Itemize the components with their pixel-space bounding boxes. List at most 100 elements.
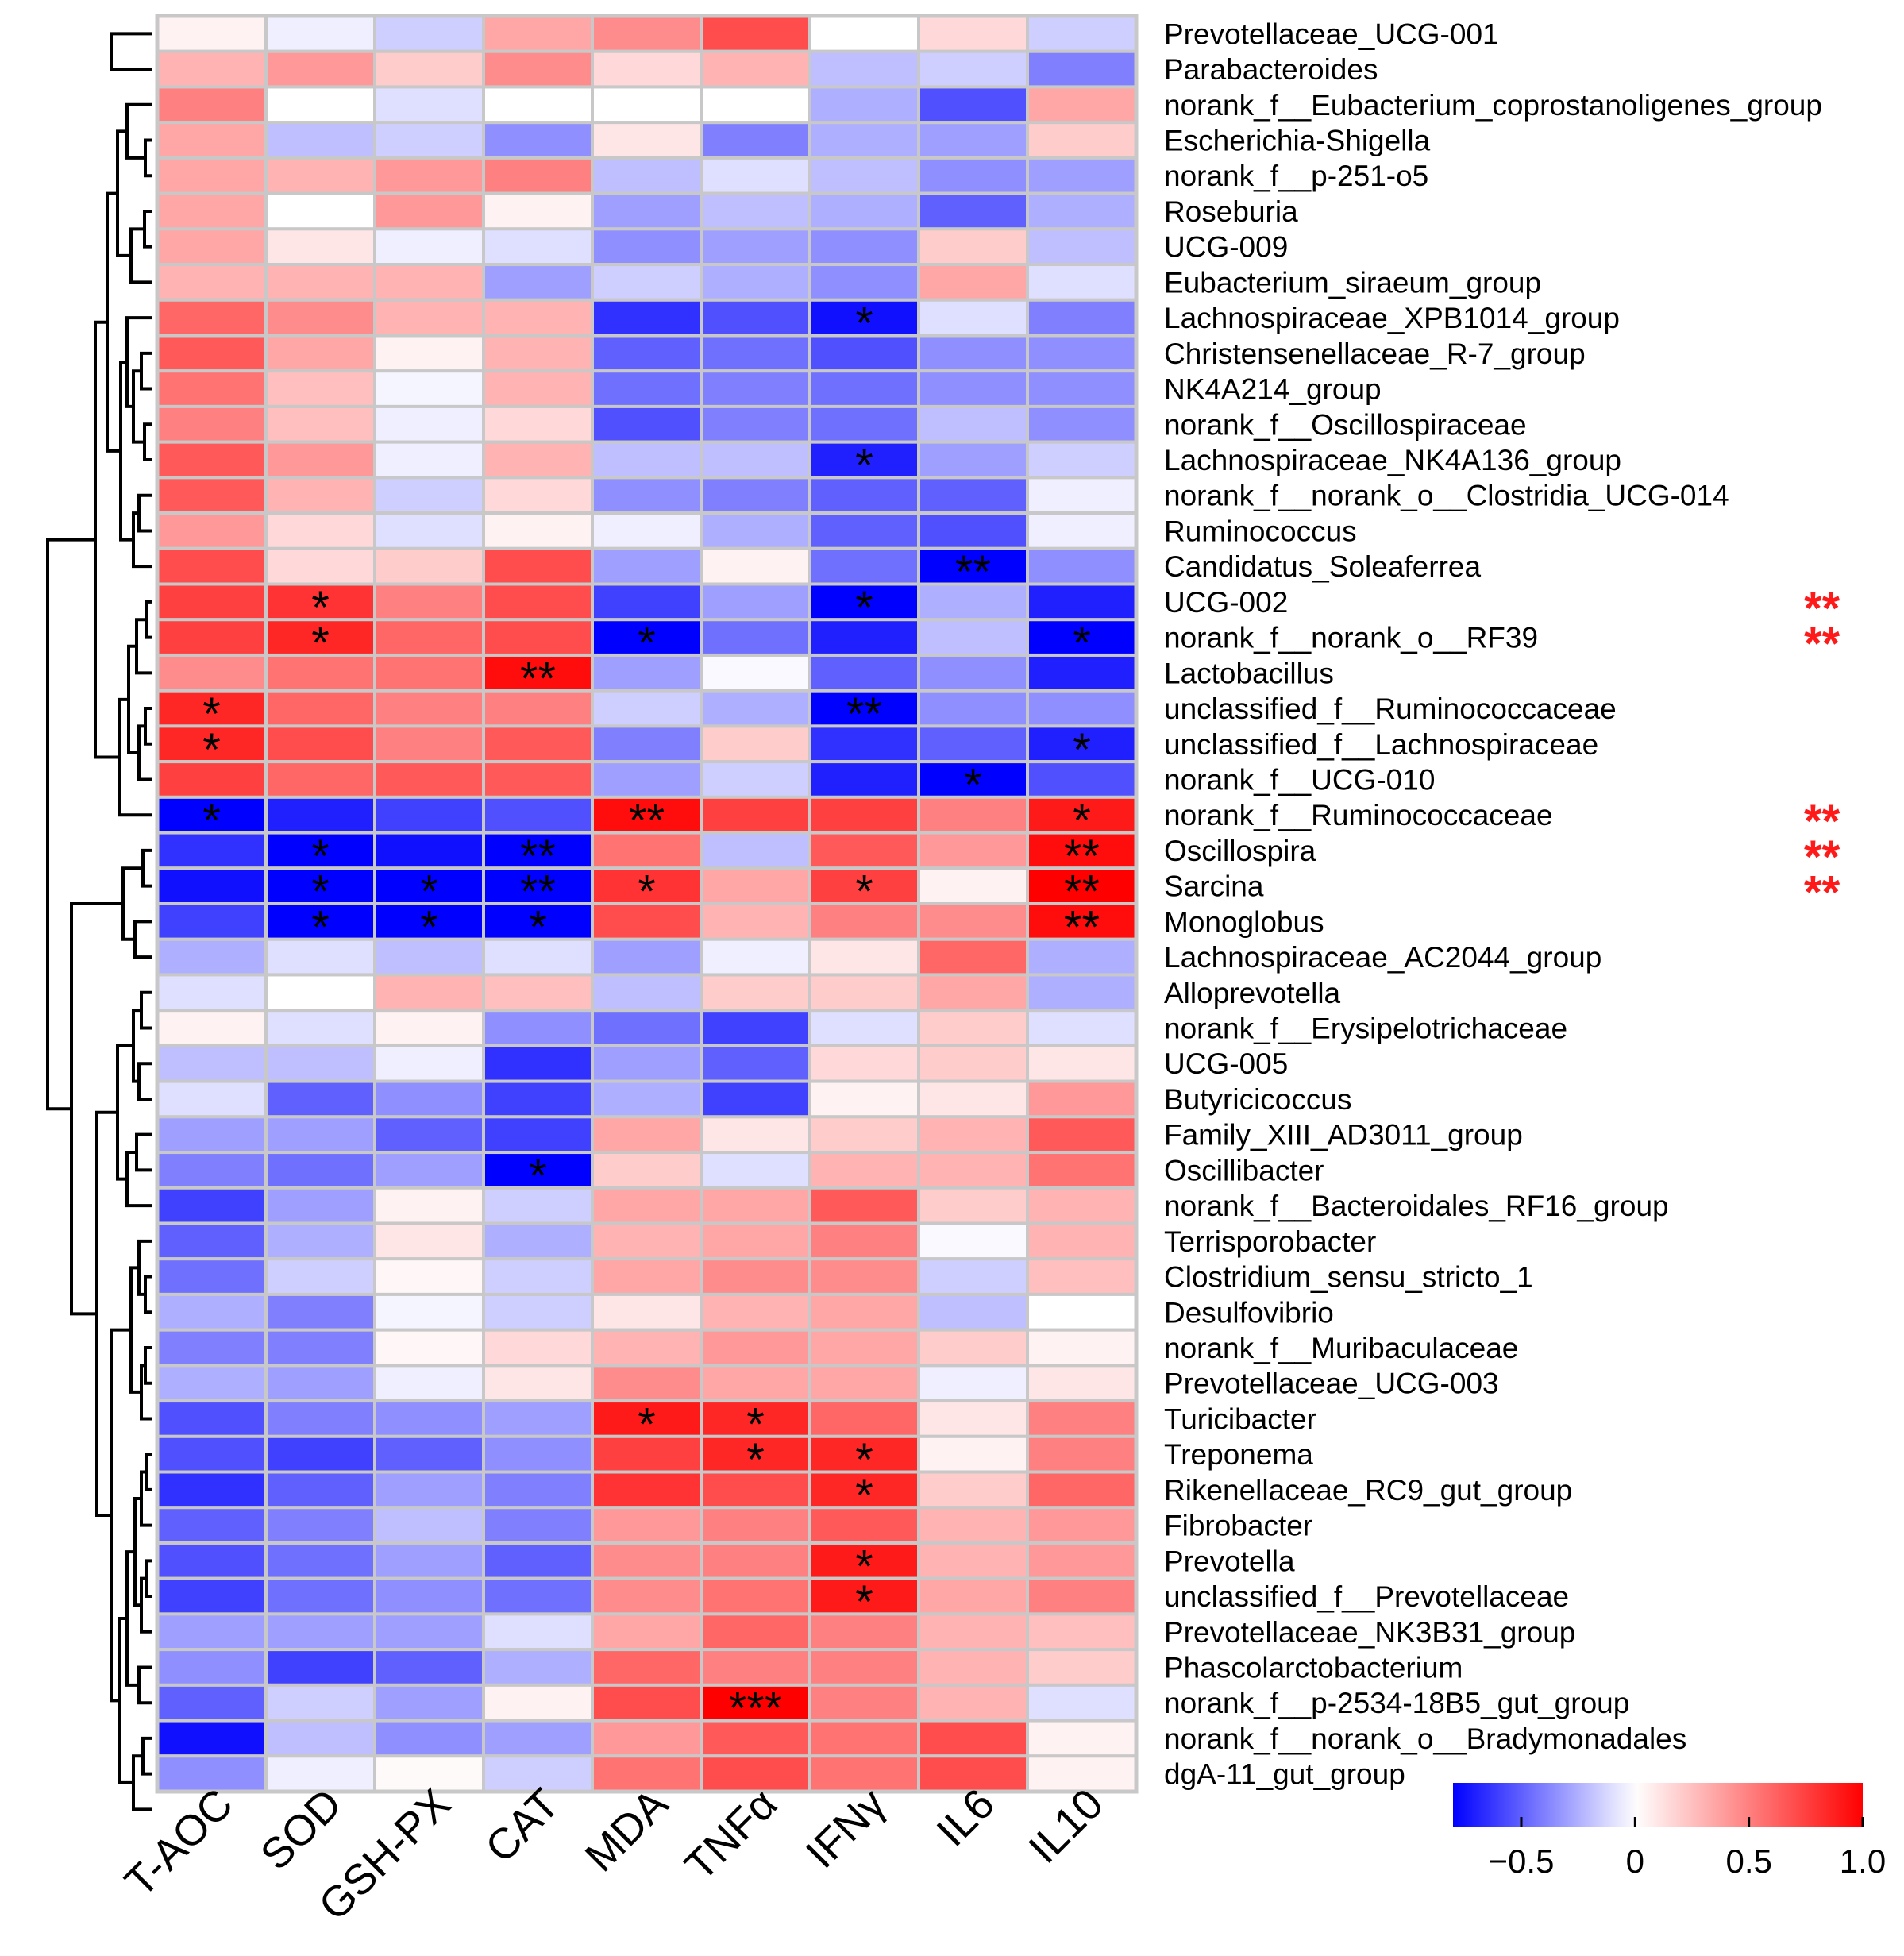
heatmap-cell	[373, 404, 485, 444]
heatmap-cell	[1026, 582, 1138, 622]
heatmap-cell	[482, 866, 594, 906]
heatmap-cell	[1026, 1079, 1138, 1119]
heatmap-cell	[373, 1079, 485, 1119]
heatmap-cell	[808, 1079, 920, 1119]
heatmap-cell	[591, 1328, 703, 1368]
heatmap-cell	[700, 1541, 811, 1580]
heatmap-cell	[482, 1648, 594, 1687]
heatmap-cell	[264, 1364, 376, 1403]
heatmap-cell	[700, 440, 811, 480]
row-label: unclassified_f__Prevotellaceae	[1164, 1580, 1569, 1613]
heatmap-cell	[591, 902, 703, 941]
row-label: dgA-11_gut_group	[1164, 1758, 1405, 1791]
heatmap-cell	[482, 298, 594, 338]
row-annotation-mark: **	[1804, 867, 1840, 919]
heatmap-cell	[264, 937, 376, 977]
heatmap-cell	[482, 760, 594, 799]
heatmap-cell	[700, 227, 811, 267]
heatmap-cell	[264, 724, 376, 764]
row-label: Roseburia	[1164, 195, 1298, 228]
heatmap-cell	[700, 1364, 811, 1403]
column-label: IFNγ	[797, 1780, 895, 1877]
heatmap-cell	[156, 618, 268, 657]
heatmap-cell	[1026, 1506, 1138, 1545]
dendrogram-branch	[129, 227, 152, 284]
heatmap-cell	[156, 1506, 268, 1545]
row-label: Desulfovibrio	[1164, 1296, 1334, 1329]
heatmap-cell	[808, 1186, 920, 1225]
heatmap-cell	[373, 1470, 485, 1510]
heatmap-cell	[1026, 1151, 1138, 1190]
heatmap-cell	[156, 973, 268, 1013]
row-label: Treponema	[1164, 1438, 1313, 1471]
heatmap-cell	[591, 14, 703, 53]
heatmap-cell	[1026, 1683, 1138, 1723]
heatmap-cell	[264, 1648, 376, 1687]
heatmap-cell	[156, 14, 268, 53]
heatmap-cell	[264, 404, 376, 444]
dendrogram-branch	[140, 990, 152, 1030]
heatmap-cell	[1026, 1364, 1138, 1403]
heatmap-cell	[1026, 1044, 1138, 1083]
heatmap-cell	[591, 1683, 703, 1723]
heatmap-cell	[373, 298, 485, 338]
dendrogram-branch	[118, 697, 152, 817]
heatmap-cell	[373, 227, 485, 267]
heatmap-cell	[156, 1612, 268, 1652]
heatmap-cell	[591, 973, 703, 1013]
dendrogram-branch	[141, 848, 152, 888]
heatmap-cell	[591, 49, 703, 89]
heatmap-cell	[1026, 1257, 1138, 1296]
row-label: norank_f__norank_o__Bradymonadales	[1164, 1723, 1686, 1755]
heatmap-cell	[591, 582, 703, 622]
heatmap-cell	[156, 1719, 268, 1758]
heatmap-cell	[1026, 1541, 1138, 1580]
heatmap-cell	[591, 298, 703, 338]
heatmap-cell	[156, 1151, 268, 1190]
heatmap-cell	[808, 1434, 920, 1474]
heatmap-cell	[700, 1009, 811, 1047]
heatmap-cell	[917, 440, 1029, 480]
heatmap-cell	[700, 511, 811, 550]
heatmap-cell	[1026, 121, 1138, 160]
dendrogram-branch	[144, 1275, 152, 1314]
heatmap-cell	[482, 1079, 594, 1119]
heatmap-cell	[156, 1648, 268, 1687]
heatmap-cell	[156, 1009, 268, 1047]
heatmap-cell	[264, 973, 376, 1013]
heatmap-cell	[917, 1719, 1029, 1758]
row-label: Prevotellaceae_NK3B31_group	[1164, 1616, 1575, 1649]
heatmap-cell	[917, 760, 1029, 799]
heatmap-cell	[156, 653, 268, 693]
heatmap-cell	[591, 689, 703, 728]
heatmap-cell	[264, 369, 376, 408]
row-label: UCG-002	[1164, 586, 1288, 619]
row-label: Escherichia-Shigella	[1164, 125, 1431, 157]
heatmap-cell	[917, 1399, 1029, 1438]
heatmap-cell	[1026, 1719, 1138, 1758]
dendrogram-branch	[116, 129, 131, 257]
row-label: Family_XIII_AD3011_group	[1164, 1119, 1523, 1152]
heatmap-cell	[264, 263, 376, 302]
heatmap-cell	[917, 1328, 1029, 1368]
heatmap-cell	[700, 724, 811, 764]
row-label: Prevotellaceae_UCG-001	[1164, 17, 1499, 50]
heatmap-cell	[591, 369, 703, 408]
heatmap-cell	[264, 653, 376, 693]
heatmap-cell	[482, 937, 594, 977]
heatmap-cell	[1026, 191, 1138, 231]
heatmap-cell	[482, 1221, 594, 1261]
heatmap-cell	[1026, 1328, 1138, 1368]
heatmap-cell	[482, 1186, 594, 1225]
heatmap-cell	[917, 334, 1029, 373]
heatmap-cell	[700, 618, 811, 657]
row-label: UCG-005	[1164, 1047, 1288, 1080]
heatmap-cell	[482, 511, 594, 550]
heatmap-cell	[373, 1115, 485, 1155]
heatmap-cell	[156, 334, 268, 373]
heatmap-cell	[808, 653, 920, 693]
heatmap-cell	[482, 1470, 594, 1510]
heatmap-cell	[700, 14, 811, 53]
heatmap-cell	[373, 1506, 485, 1545]
heatmap-cell	[808, 1506, 920, 1545]
